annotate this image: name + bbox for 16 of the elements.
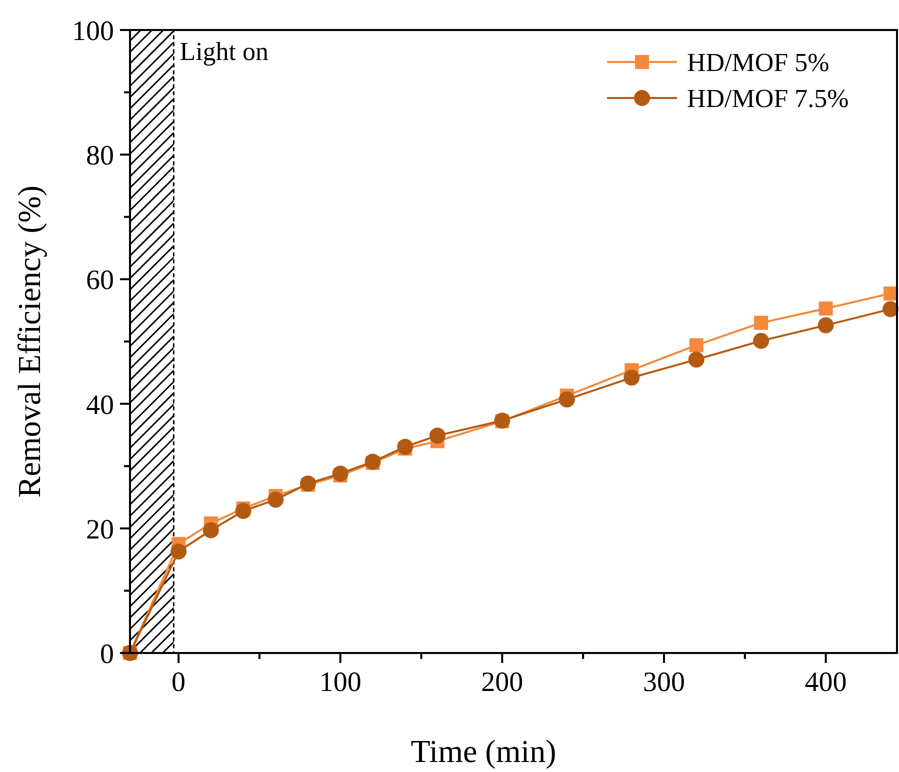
legend-label: HD/MOF 5% — [687, 48, 830, 77]
y-tick-label: 40 — [86, 390, 114, 421]
y-tick-label: 80 — [86, 140, 114, 172]
band-label: Light on — [180, 37, 269, 66]
x-tick-label: 200 — [481, 667, 524, 698]
y-axis-title: Removal Efficiency (%) — [11, 185, 47, 498]
x-axis-title: Time (min) — [410, 733, 556, 769]
legend-label: HD/MOF 7.5% — [687, 84, 849, 113]
x-tick-label: 400 — [804, 667, 847, 698]
x-tick-label: 300 — [642, 667, 685, 698]
y-tick-label: 0 — [100, 639, 114, 670]
y-tick-label: 60 — [86, 265, 114, 296]
x-tick-label: 0 — [172, 667, 186, 698]
y-tick-label: 20 — [86, 514, 114, 546]
y-tick-label: 100 — [72, 16, 114, 47]
x-tick-label: 100 — [319, 667, 362, 698]
